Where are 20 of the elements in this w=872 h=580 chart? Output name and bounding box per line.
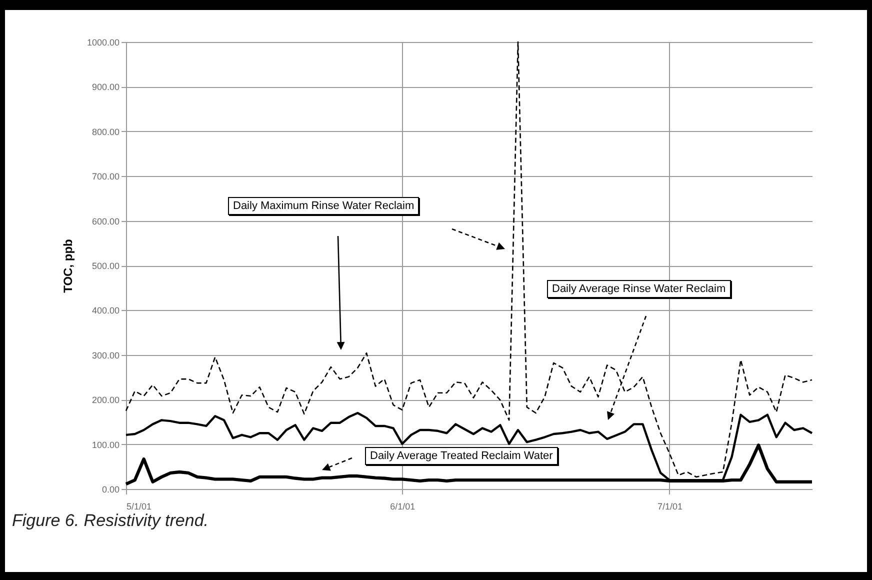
x-tick-label: 5/1/01	[126, 502, 152, 512]
y-tick-label: 400.00	[92, 306, 120, 316]
y-tick-label: 0.00	[102, 484, 120, 494]
caption: Figure 6. Resistivity trend.	[12, 511, 209, 531]
y-tick-label: 500.00	[92, 261, 120, 271]
x-tick-label: 6/1/01	[390, 502, 416, 512]
y-axis-title: TOC, ppb	[60, 239, 75, 293]
text: Daily Maximum Rinse Water Reclaim	[228, 197, 420, 215]
y-tick-label: 300.00	[92, 350, 120, 360]
y-tick-label: 800.00	[92, 126, 120, 137]
legend-label: Daily Average Treated Reclaim Water	[365, 447, 558, 465]
line-series	[125, 41, 813, 478]
y-tick-label: 1000.00	[86, 38, 120, 48]
y-tick-label: 600.00	[92, 216, 120, 226]
y-tick-label: 900.00	[92, 82, 120, 92]
text: Daily Average Rinse Water Reclaim	[547, 280, 731, 298]
y-tick-label: 100.00	[92, 440, 120, 450]
x-tick-label: 7/1/01	[657, 502, 682, 512]
y-tick-label: 200.00	[92, 395, 120, 406]
y-tick-label: 700.00	[92, 172, 120, 182]
